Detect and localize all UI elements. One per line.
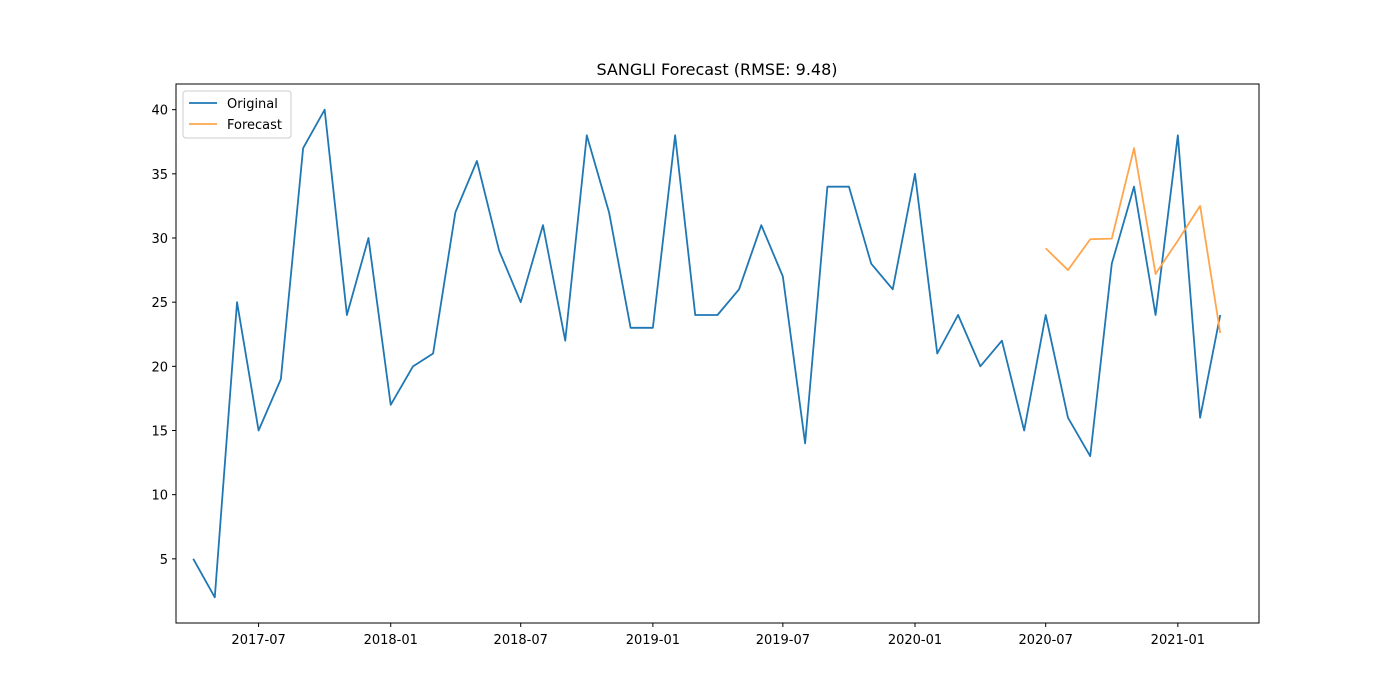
data-point-forecast [1155,273,1157,275]
data-point-original [258,430,260,432]
y-tick-label: 35 [151,168,168,183]
y-tick-label: 30 [151,232,168,247]
data-point-original [390,404,392,406]
x-tick-label: 2019-01 [626,633,680,648]
y-tick-label: 15 [151,425,168,440]
y-tick-label: 25 [151,296,168,311]
data-point-original [476,160,478,162]
data-point-original [1045,314,1047,316]
data-point-original [782,276,784,278]
data-point-original [542,224,544,226]
legend-label-forecast: Forecast [227,118,282,133]
axes-layer: 2017-07 2018-01 2018-07 2019-01 2019-07 2020-… [151,104,1205,648]
data-point-forecast [1219,332,1221,334]
data-point-original [957,314,959,316]
data-point-original [1133,186,1135,188]
y-tick-label: 40 [151,104,168,119]
x-tick-label: 2020-01 [888,633,942,648]
data-point-original [412,365,414,367]
data-point-original [280,378,282,380]
data-point-original [498,250,500,252]
x-tick-label: 2018-07 [494,633,548,648]
data-point-original [1199,417,1201,419]
data-point-original [1111,263,1113,265]
legend-label-original: Original [227,97,278,112]
data-point-original [979,365,981,367]
series-line-forecast [1045,147,1222,334]
data-point-original [914,173,916,175]
data-point-original [738,288,740,290]
data-point-forecast [1089,238,1091,240]
x-tick-label: 2017-07 [231,633,285,648]
data-point-forecast [1045,247,1047,249]
data-point-original [608,211,610,213]
data-point-original [848,186,850,188]
y-tick-label: 10 [151,489,168,504]
y-tick-label: 5 [160,553,168,568]
data-point-original [870,263,872,265]
x-tick-label: 2020-07 [1019,633,1073,648]
y-tick-label: 20 [151,360,168,375]
data-point-original [674,134,676,136]
data-point-original [936,353,938,355]
data-point-original [1219,314,1221,316]
data-point-original [192,558,194,560]
data-point-original [214,596,216,598]
data-point-original [630,327,632,329]
legend: Original Forecast [182,90,292,139]
data-point-forecast [1133,147,1135,149]
data-point-forecast [1199,205,1201,207]
data-point-original [302,147,304,149]
data-point-original [1177,134,1179,136]
data-point-original [324,109,326,111]
series-layer [192,108,1222,599]
data-point-original [892,288,894,290]
data-point-original [1067,417,1069,419]
data-point-forecast [1067,269,1069,271]
data-point-original [826,186,828,188]
data-point-forecast [1111,238,1113,240]
data-point-original [520,301,522,303]
data-point-original [346,314,348,316]
chart-title: SANGLI Forecast (RMSE: 9.48) [596,60,837,79]
data-point-original [694,314,696,316]
x-tick-label: 2018-01 [364,633,418,648]
x-tick-label: 2021-01 [1151,633,1205,648]
data-point-original [1089,455,1091,457]
x-tick-label: 2019-07 [756,633,810,648]
plot-frame [175,83,1260,624]
data-point-original [652,327,654,329]
data-point-forecast [1177,240,1179,242]
data-point-original [1001,340,1003,342]
data-point-original [236,301,238,303]
data-point-original [432,353,434,355]
data-point-original [1023,430,1025,432]
data-point-original [717,314,719,316]
data-point-original [1155,314,1157,316]
data-point-original [804,442,806,444]
data-point-original [760,224,762,226]
data-point-original [454,211,456,213]
data-point-original [367,237,369,239]
series-line-original [192,108,1222,599]
data-point-original [564,340,566,342]
data-point-original [586,134,588,136]
